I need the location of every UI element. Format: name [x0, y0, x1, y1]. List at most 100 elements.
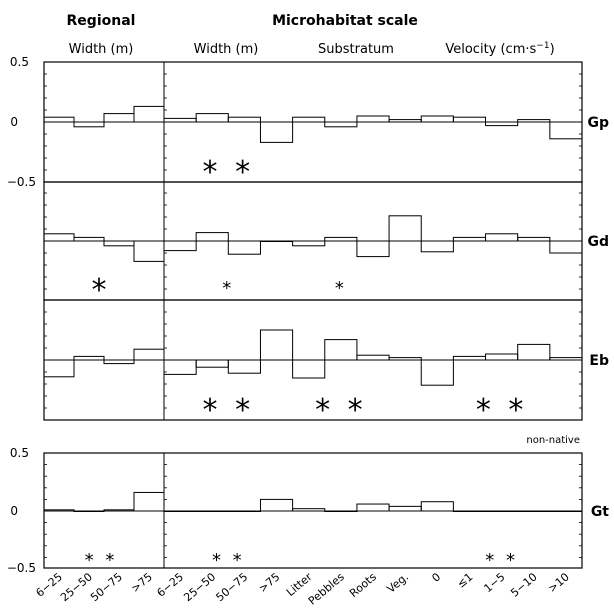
y-tick-top-0.5: 0.5	[10, 55, 29, 69]
bar-gd-micro-3	[259, 240, 294, 242]
bar-gp-micro-9	[452, 116, 487, 123]
x-category-micro-11: 5−10	[508, 570, 540, 599]
velocity-label: Velocity (cm·s	[445, 42, 536, 57]
species-label-eb: Eb	[589, 353, 609, 369]
bar-eb-micro-0	[163, 359, 197, 375]
bar-eb-regional-2	[103, 359, 135, 365]
velocity-exponent: −1	[536, 41, 549, 51]
bar-gd-micro-7	[388, 215, 422, 242]
x-category-micro-5: Pebbles	[306, 570, 347, 607]
velocity-close: )	[550, 42, 555, 57]
bar-eb-micro-12	[549, 357, 583, 361]
bar-gd-micro-0	[163, 240, 197, 252]
bar-gt-micro-12	[549, 510, 583, 512]
bar-gd-regional-0	[43, 233, 75, 242]
significance-gd-substratum: *	[335, 278, 347, 299]
x-category-micro-7: Veg.	[384, 570, 411, 595]
significance-gd-width: *	[222, 278, 234, 299]
bar-eb-micro-8	[420, 359, 454, 386]
bar-gt-regional-2	[103, 509, 135, 512]
bar-eb-micro-7	[388, 357, 422, 361]
x-category-micro-12: >10	[546, 570, 572, 595]
bar-gp-micro-8	[420, 115, 454, 123]
non-native-note: non-native	[526, 435, 580, 446]
significance-gt-velocity: * *	[485, 550, 518, 571]
bar-gp-micro-11	[517, 119, 551, 123]
bar-gp-micro-1	[195, 113, 229, 123]
bar-gp-micro-12	[549, 121, 583, 140]
bar-gt-regional-0	[43, 509, 75, 512]
y-tick-top-0: 0	[10, 115, 18, 129]
bar-eb-regional-1	[73, 355, 105, 361]
bar-gd-micro-4	[292, 240, 326, 247]
bar-gp-micro-5	[324, 121, 358, 128]
x-category-micro-1: 25−50	[181, 570, 218, 604]
x-category-regional-1: 25−50	[58, 570, 95, 604]
bar-eb-regional-3	[133, 348, 165, 361]
subheader-substratum: Substratum	[318, 42, 394, 57]
bar-gp-micro-2	[227, 116, 261, 123]
bar-gd-micro-12	[549, 240, 583, 254]
bar-gt-regional-1	[73, 510, 105, 512]
bar-eb-micro-11	[517, 343, 551, 361]
bar-gd-micro-6	[356, 240, 390, 258]
bar-gd-micro-9	[452, 236, 487, 242]
bar-gt-micro-1	[195, 510, 229, 512]
x-category-micro-2: 50−75	[213, 570, 250, 604]
significance-gt-regional: * *	[85, 550, 118, 571]
bar-gt-micro-4	[292, 508, 326, 512]
bar-gd-micro-11	[517, 236, 551, 242]
y-tick-bottom-0.5: 0.5	[10, 446, 29, 460]
significance-eb-velocity: * *	[476, 393, 528, 428]
subheader-width-micro: Width (m)	[194, 42, 259, 57]
plot-layer: Gp* *Gd* * *Eb* * * * * *Gt* * * * * *6−2525−5…	[33, 61, 609, 608]
bar-gt-micro-3	[259, 498, 294, 512]
header-regional: Regional	[67, 13, 136, 29]
bar-eb-micro-6	[356, 354, 390, 361]
y-tick-top-minus-0.5: −0.5	[7, 175, 36, 189]
y-tick-bottom-0: 0	[10, 504, 18, 518]
x-category-micro-10: 1−5	[481, 570, 507, 595]
x-category-micro-8: 0	[430, 570, 444, 584]
bar-gd-regional-3	[133, 240, 165, 262]
x-category-micro-3: >75	[256, 570, 282, 595]
bar-gp-micro-6	[356, 115, 390, 123]
bar-eb-micro-9	[452, 355, 487, 361]
bar-gd-micro-1	[195, 232, 229, 242]
bar-gp-micro-10	[485, 121, 519, 127]
species-label-gt: Gt	[591, 504, 609, 520]
bar-eb-micro-2	[227, 359, 261, 374]
bar-eb-micro-5	[324, 339, 358, 361]
x-category-micro-6: Roots	[347, 570, 379, 600]
bar-eb-micro-4	[292, 359, 326, 379]
bar-gp-micro-0	[163, 117, 197, 123]
x-category-regional-3: >75	[129, 570, 155, 595]
bar-eb-micro-10	[485, 353, 519, 361]
bar-gp-micro-3	[259, 121, 294, 143]
header-microhabitat: Microhabitat scale	[272, 13, 418, 29]
bar-gt-micro-9	[452, 510, 487, 512]
y-tick-bottom-minus-0.5: −0.5	[7, 561, 36, 575]
bar-gt-regional-3	[133, 491, 165, 512]
bar-gt-micro-0	[163, 510, 197, 512]
bar-gt-micro-7	[388, 505, 422, 512]
bar-gp-regional-0	[43, 116, 75, 123]
bar-gt-micro-11	[517, 510, 551, 512]
bar-gt-micro-5	[324, 510, 358, 512]
bar-gd-micro-5	[324, 236, 358, 242]
significance-eb-substratum: * *	[315, 393, 367, 428]
bar-gp-micro-7	[388, 119, 422, 123]
significance-eb-width: * *	[203, 393, 255, 428]
x-category-regional-2: 50−75	[88, 570, 125, 604]
bar-gd-micro-2	[227, 240, 261, 255]
subheader-velocity: Velocity (cm·s−1)	[445, 41, 554, 57]
bar-eb-micro-3	[259, 329, 294, 361]
species-label-gd: Gd	[587, 234, 609, 250]
bar-gd-micro-8	[420, 240, 454, 253]
bar-gd-micro-10	[485, 233, 519, 242]
bar-gp-regional-3	[133, 105, 165, 123]
bar-gp-micro-4	[292, 116, 326, 123]
significance-gt-width: * *	[212, 550, 245, 571]
